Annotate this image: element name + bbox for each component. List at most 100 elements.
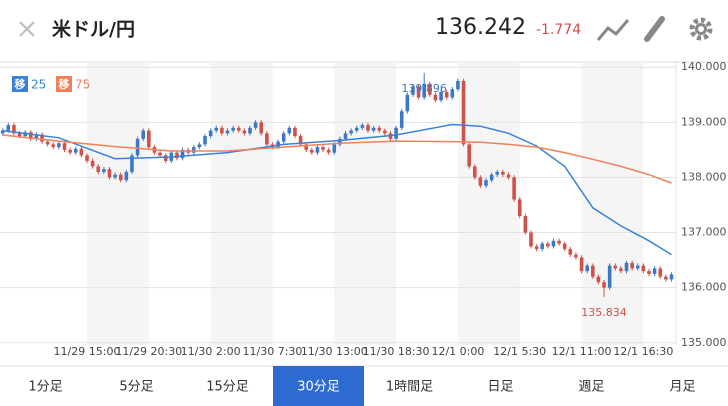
candle-body: [635, 265, 640, 269]
candle-body: [349, 130, 353, 134]
candle-body: [579, 257, 584, 272]
candle-body: [591, 265, 595, 277]
edit-icon[interactable]: [644, 16, 665, 42]
price: 136.242: [435, 15, 526, 40]
candle-body: [163, 155, 168, 161]
candle-body: [6, 125, 11, 131]
candle-body: [523, 216, 528, 233]
candle-body: [343, 133, 348, 139]
interval-tab[interactable]: 1分足: [28, 380, 62, 395]
moving-average-line: [2, 123, 672, 256]
candle-body: [371, 127, 376, 131]
candle-body: [472, 166, 477, 178]
candle-body: [203, 136, 207, 145]
high-label: 139.896: [401, 82, 447, 95]
candle-body: [461, 80, 466, 145]
candle-body: [360, 125, 365, 128]
x-tick-label: 11/29 15:00: [54, 345, 121, 358]
candle-body: [102, 169, 106, 172]
candle-body: [96, 166, 101, 172]
interval-tab[interactable]: 週足: [578, 380, 604, 395]
candle-body: [416, 86, 421, 98]
interval-tab[interactable]: 5分足: [119, 380, 153, 395]
candle-body: [0, 130, 5, 134]
candle-body: [529, 232, 533, 247]
candle-body: [439, 92, 443, 101]
pair-title: 米ドル/円: [52, 18, 135, 41]
band: [87, 62, 149, 345]
candle-body: [124, 171, 129, 181]
plot: 135.000 136.000 137.000 138.000 139.000 140.0…: [0, 60, 727, 358]
y-tick-label: 139.000: [681, 115, 727, 128]
candle-body: [658, 268, 663, 277]
x-tick-label: 12/1 0:00: [431, 345, 484, 358]
candle-body: [259, 122, 264, 134]
interval-tab[interactable]: 30分足: [297, 380, 340, 395]
legend-swatch: [12, 76, 28, 92]
x-tick-label: 11/30 18:30: [363, 345, 430, 358]
candle-body: [568, 249, 573, 255]
candle-body: [450, 89, 455, 98]
tab-selected-bg: [273, 366, 364, 406]
band: [457, 62, 520, 345]
candle-body: [79, 148, 84, 156]
y-tick-label: 135.000: [681, 336, 727, 349]
candle-body: [68, 149, 72, 153]
candle-body: [248, 127, 252, 134]
candle-body: [366, 125, 370, 131]
candle-body: [85, 155, 89, 161]
candle-body: [495, 171, 500, 175]
interval-tab[interactable]: 1時間足: [386, 380, 433, 395]
settings-icon[interactable]: [689, 17, 713, 41]
x-tick-label: 12/1 16:30: [613, 345, 673, 358]
candle-body: [602, 282, 606, 288]
candle-body: [236, 127, 241, 131]
candle-body: [624, 262, 629, 272]
candle-body: [607, 265, 612, 288]
candle-body: [405, 94, 410, 112]
candle-body: [338, 138, 342, 145]
chart-type-icon[interactable]: [596, 19, 630, 41]
moving-average-line: [2, 134, 672, 184]
candle-body: [433, 94, 438, 101]
candle-body: [310, 149, 314, 153]
candle-body: [647, 271, 651, 274]
candle-body: [276, 141, 280, 148]
interval-tab[interactable]: 月足: [669, 380, 695, 395]
candle-body: [12, 125, 16, 134]
y-tick-label: 138.000: [681, 170, 727, 183]
candle-body: [517, 199, 522, 217]
candle-body: [354, 127, 359, 131]
candle-body: [135, 138, 140, 156]
candle-body: [394, 127, 398, 139]
candle-body: [664, 276, 668, 280]
candle-body: [231, 127, 235, 131]
candle-body: [551, 240, 556, 247]
candle-body: [141, 130, 145, 139]
candle-body: [534, 246, 539, 250]
candle-body: [377, 127, 382, 131]
candle-body: [158, 152, 162, 156]
candle-body: [630, 262, 634, 269]
candle-body: [501, 171, 505, 175]
close-icon[interactable]: [19, 21, 35, 37]
candle-body: [281, 133, 286, 142]
candle-body: [574, 254, 578, 258]
candle-body: [326, 149, 331, 153]
candle-body: [225, 130, 230, 134]
candle-body: [562, 243, 567, 250]
candle-body: [208, 130, 213, 137]
candle-body: [540, 243, 545, 250]
candle-body: [220, 127, 224, 134]
candle-body: [484, 180, 488, 186]
candle-body: [214, 127, 219, 131]
x-tick-label: 11/30 13:00: [301, 345, 368, 358]
price-change: -1.774: [536, 22, 581, 38]
interval-tab[interactable]: 15分足: [206, 380, 249, 395]
candle-body: [242, 130, 247, 134]
x-tick-label: 12/1 5:30: [493, 345, 546, 358]
legend-label: 移: [15, 77, 26, 91]
interval-tab[interactable]: 日足: [487, 380, 513, 395]
